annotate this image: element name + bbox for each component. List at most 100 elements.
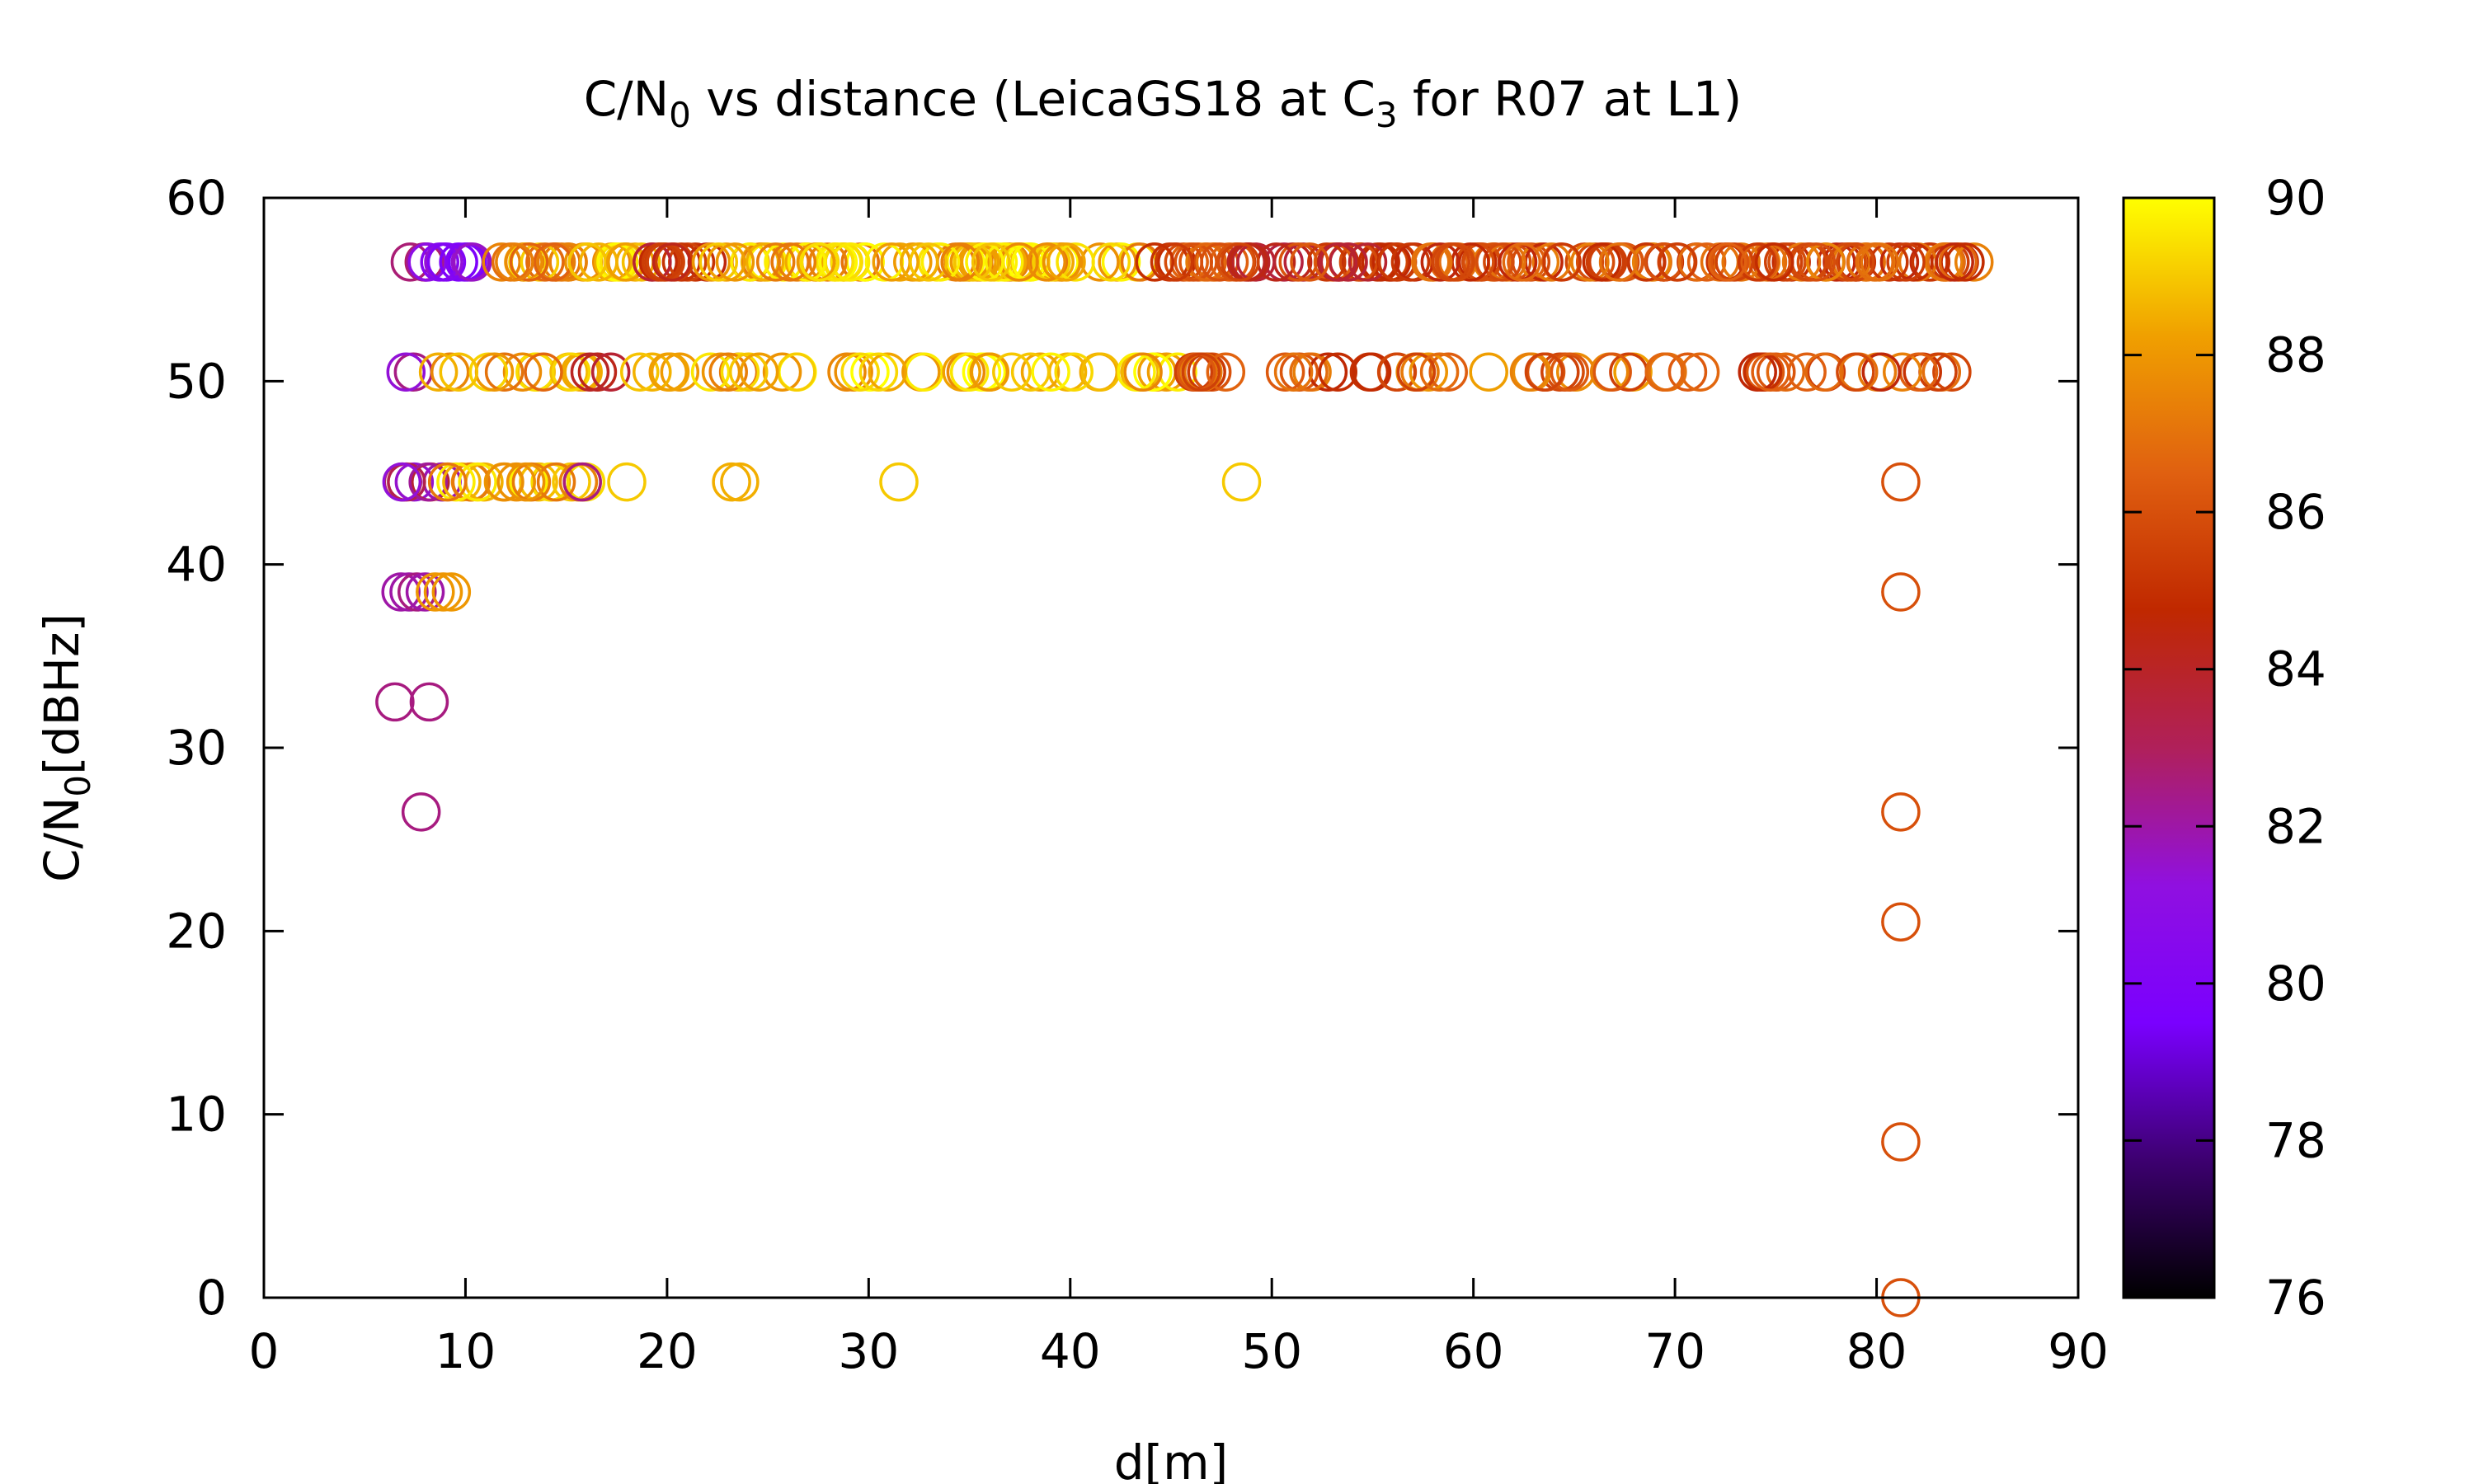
x-tick-label: 30 (838, 1323, 899, 1379)
data-point (1881, 1122, 1921, 1162)
data-point (1550, 352, 1590, 392)
x-tick-label: 10 (435, 1323, 496, 1379)
data-point (1273, 352, 1314, 392)
data-point (381, 572, 421, 612)
data-point (1881, 572, 1921, 612)
data-point (1056, 242, 1095, 282)
data-point (755, 242, 796, 282)
data-point (1680, 352, 1720, 392)
data-point (1329, 242, 1368, 282)
data-point (548, 242, 588, 282)
data-point (1307, 242, 1347, 282)
data-point (1338, 242, 1379, 282)
data-point (827, 352, 867, 392)
data-point (940, 242, 981, 282)
data-point (452, 242, 492, 282)
data-point (1935, 242, 1974, 282)
data-point (1133, 352, 1173, 392)
data-point (590, 352, 631, 392)
data-point (1031, 352, 1070, 392)
data-point (762, 352, 802, 392)
data-point (551, 352, 591, 392)
colorbar-tick-label: 76 (2265, 1270, 2326, 1326)
data-point (1582, 242, 1622, 282)
y-tick-label: 50 (166, 353, 227, 409)
data-point (1861, 352, 1902, 392)
data-point (880, 242, 920, 282)
data-point (633, 242, 672, 282)
chart-title: C/N0 vs distance (LeicaGS18 at C3 for R0… (584, 71, 1743, 135)
data-point (1911, 242, 1951, 282)
data-point (1644, 242, 1683, 282)
data-point (999, 242, 1039, 282)
colorbar-tick-label: 80 (2265, 956, 2326, 1012)
colorbar (2122, 196, 2216, 1299)
y-tick-label: 30 (166, 720, 227, 776)
data-point (408, 462, 448, 502)
data-point (418, 352, 459, 392)
data-point (1648, 352, 1687, 392)
data-point (405, 572, 445, 612)
data-point (1318, 352, 1357, 392)
data-point (439, 352, 479, 392)
data-point (1881, 902, 1921, 942)
data-point (495, 242, 534, 282)
data-point (485, 462, 524, 502)
data-point (1080, 242, 1120, 282)
data-point (1886, 242, 1926, 282)
data-point (1502, 242, 1542, 282)
data-point (745, 242, 785, 282)
data-point (949, 352, 990, 392)
x-tick-label: 0 (249, 1323, 280, 1379)
x-axis-title: d[m] (1114, 1435, 1229, 1484)
data-point (1278, 242, 1318, 282)
data-point (708, 352, 748, 392)
data-point (1396, 352, 1437, 392)
data-point (650, 352, 690, 392)
y-axis: 0 10 20 30 40 50 60 (166, 170, 2078, 1326)
data-point (389, 572, 429, 612)
data-point (1135, 242, 1175, 282)
data-point (920, 242, 961, 282)
data-point (1945, 242, 1985, 282)
data-point (430, 352, 470, 392)
x-tick-label: 20 (637, 1323, 698, 1379)
data-point (840, 352, 880, 392)
data-point (698, 242, 739, 282)
data-point (1080, 352, 1121, 392)
data-point (1289, 352, 1329, 392)
data-point (850, 352, 890, 392)
plot-points (375, 242, 1994, 1317)
data-point (858, 352, 899, 392)
data-point (1158, 352, 1197, 392)
data-point (562, 462, 602, 502)
data-point (879, 462, 919, 502)
data-point (1954, 242, 1994, 282)
data-point (1754, 242, 1794, 282)
data-point (1483, 242, 1522, 282)
data-point (1431, 242, 1471, 282)
data-point (1352, 352, 1392, 392)
data-point (1318, 242, 1358, 282)
data-point (1047, 242, 1086, 282)
data-point (558, 462, 599, 502)
data-point (1229, 242, 1268, 282)
data-point (1686, 242, 1727, 282)
data-point (1592, 352, 1632, 392)
data-point (1221, 242, 1260, 282)
data-point (1846, 242, 1886, 282)
data-point (909, 242, 948, 282)
data-point (397, 572, 437, 612)
data-point (1737, 242, 1777, 282)
data-point (458, 462, 497, 502)
data-point (641, 242, 681, 282)
y-tick-label: 40 (166, 537, 227, 593)
data-point (1805, 242, 1846, 282)
data-point (1265, 352, 1305, 392)
data-point (660, 352, 700, 392)
data-point (567, 242, 607, 282)
data-point (1542, 242, 1582, 282)
data-point (1475, 242, 1515, 282)
x-tick-label: 80 (1846, 1323, 1907, 1379)
